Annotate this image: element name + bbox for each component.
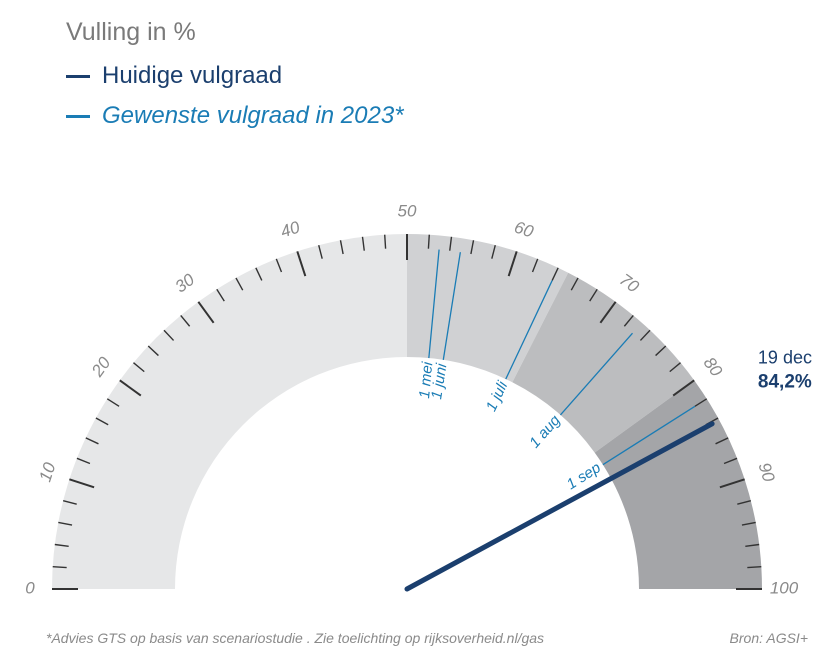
- major-tick-10: [69, 478, 95, 489]
- minor-tick-14: [85, 437, 99, 445]
- minor-tick-16: [95, 417, 109, 426]
- major-tick-40: [296, 251, 307, 277]
- gauge-band-2: [512, 272, 695, 453]
- major-tick-70: [599, 301, 617, 324]
- footnote: *Advies GTS op basis van scenariostudie …: [46, 630, 545, 646]
- minor-tick-56: [470, 240, 475, 255]
- target-line-2: [505, 280, 553, 380]
- current-date-label: 19 dec: [758, 347, 812, 367]
- legend-current: Huidige vulgraad: [66, 62, 282, 90]
- minor-tick-34: [235, 277, 244, 291]
- tick-label-10: 10: [36, 460, 60, 484]
- legend-current-swatch: [66, 74, 90, 78]
- minor-tick-66: [570, 277, 579, 291]
- target-line-4: [602, 405, 696, 466]
- minor-tick-76: [655, 345, 667, 357]
- minor-tick-28: [180, 315, 191, 327]
- target-label-1: 1 juni: [428, 362, 451, 401]
- legend-current-label: Huidige vulgraad: [102, 62, 283, 89]
- minor-tick-42: [318, 244, 323, 259]
- gauge-band-0: [52, 234, 407, 589]
- minor-tick-8: [62, 500, 77, 505]
- chart-title: Vulling in %: [66, 18, 196, 46]
- tick-label-90: 90: [755, 460, 779, 484]
- minor-tick-98: [747, 566, 762, 569]
- minor-tick-82: [694, 398, 708, 407]
- minor-tick-62: [531, 258, 539, 273]
- tick-label-40: 40: [278, 217, 302, 241]
- target-label-2: 1 juli: [483, 378, 512, 414]
- minor-tick-46: [361, 236, 365, 251]
- gauge-band-3: [594, 380, 762, 589]
- tick-label-50: 50: [398, 201, 417, 220]
- minor-tick-12: [76, 457, 91, 465]
- major-tick-20: [119, 379, 142, 397]
- gauge-band-1: [407, 234, 569, 383]
- current-needle: [404, 421, 715, 592]
- minor-tick-58: [491, 244, 496, 259]
- minor-tick-6: [58, 521, 73, 526]
- minor-tick-32: [216, 288, 225, 302]
- minor-tick-94: [741, 521, 756, 526]
- minor-tick-52: [427, 234, 430, 249]
- legend-target-label: Gewenste vulgraad in 2023*: [102, 102, 404, 129]
- tick-label-0: 0: [25, 578, 35, 597]
- minor-tick-64: [551, 267, 559, 281]
- major-tick-30: [197, 301, 215, 324]
- tick-label-80: 80: [700, 354, 727, 381]
- minor-tick-96: [745, 543, 760, 547]
- minor-tick-68: [589, 288, 598, 302]
- minor-tick-26: [163, 329, 175, 341]
- minor-tick-92: [737, 500, 752, 505]
- tick-label-70: 70: [616, 270, 643, 297]
- minor-tick-88: [723, 457, 738, 465]
- minor-tick-22: [133, 362, 145, 373]
- current-value-label: 84,2%: [758, 371, 812, 392]
- minor-tick-48: [384, 234, 387, 249]
- tick-label-60: 60: [512, 218, 536, 242]
- target-line-1: [442, 252, 461, 360]
- minor-tick-78: [669, 362, 681, 373]
- minor-tick-4: [54, 543, 69, 547]
- tick-label-100: 100: [770, 578, 799, 597]
- target-label-3: 1 aug: [526, 412, 564, 452]
- target-line-3: [559, 332, 633, 416]
- minor-tick-72: [623, 315, 634, 327]
- target-label-0: 1 mei: [416, 361, 436, 400]
- major-tick-60: [507, 251, 518, 277]
- legend-target-swatch: [66, 114, 90, 118]
- legend-target: Gewenste vulgraad in 2023*: [66, 102, 404, 130]
- tick-label-20: 20: [87, 353, 114, 381]
- minor-tick-74: [639, 329, 651, 341]
- minor-tick-38: [275, 258, 283, 273]
- minor-tick-86: [715, 437, 729, 445]
- minor-tick-36: [255, 267, 263, 281]
- major-tick-90: [719, 478, 745, 489]
- tick-label-30: 30: [172, 270, 199, 297]
- major-tick-80: [672, 379, 695, 397]
- source-label: Bron: AGSI+: [729, 630, 808, 646]
- minor-tick-18: [106, 398, 120, 407]
- minor-tick-44: [339, 240, 344, 255]
- target-line-0: [428, 249, 440, 359]
- minor-tick-2: [52, 566, 67, 569]
- minor-tick-24: [147, 345, 159, 357]
- minor-tick-54: [449, 236, 453, 251]
